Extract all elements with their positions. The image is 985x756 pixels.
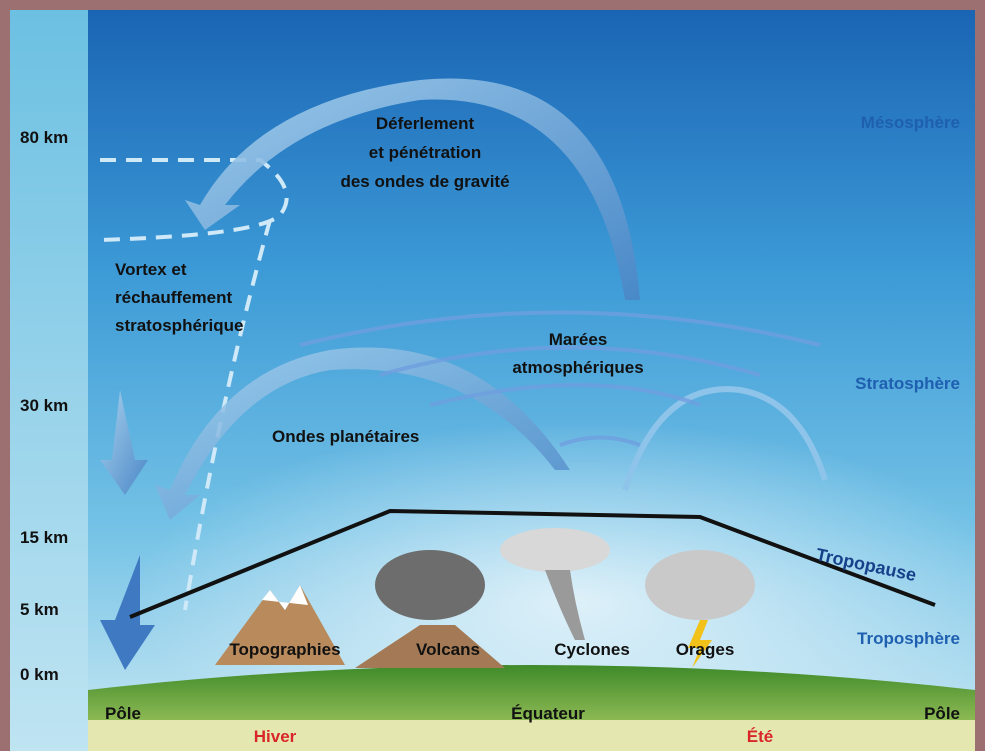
altitude-strip <box>10 10 88 751</box>
phenomenon-label: des ondes de gravité <box>340 172 509 191</box>
source-label: Orages <box>676 640 735 659</box>
phenomenon-label: atmosphériques <box>512 358 643 377</box>
ground-label: Équateur <box>511 704 585 723</box>
source-label: Topographies <box>229 640 340 659</box>
phenomenon-label: Ondes planétaires <box>272 427 419 446</box>
phenomenon-label: Vortex et <box>115 260 187 279</box>
ground-label: Pôle <box>924 704 960 723</box>
phenomenon-label: Déferlement <box>376 114 475 133</box>
storm-cloud <box>645 550 755 620</box>
cyclone-cloud <box>500 528 610 572</box>
source-label: Volcans <box>416 640 480 659</box>
season-label: Été <box>747 727 773 746</box>
ground-label: Pôle <box>105 704 141 723</box>
altitude-label: 30 km <box>20 396 68 415</box>
phenomenon-label: Marées <box>549 330 608 349</box>
altitude-label: 80 km <box>20 128 68 147</box>
phenomenon-label: et pénétration <box>369 143 481 162</box>
source-label: Cyclones <box>554 640 630 659</box>
ground-band <box>88 720 975 751</box>
season-label: Hiver <box>254 727 297 746</box>
glow <box>88 330 975 690</box>
altitude-label: 15 km <box>20 528 68 547</box>
layer-label: Stratosphère <box>855 374 960 393</box>
phenomenon-label: stratosphérique <box>115 316 243 335</box>
phenomenon-label: réchauffement <box>115 288 232 307</box>
altitude-label: 0 km <box>20 665 59 684</box>
layer-label: Mésosphère <box>861 113 960 132</box>
volcano-cloud <box>375 550 485 620</box>
altitude-label: 5 km <box>20 600 59 619</box>
diagram: 80 km 30 km 15 km 5 km 0 km Mésosphère Stratos… <box>0 0 985 751</box>
layer-label: Troposphère <box>857 629 960 648</box>
